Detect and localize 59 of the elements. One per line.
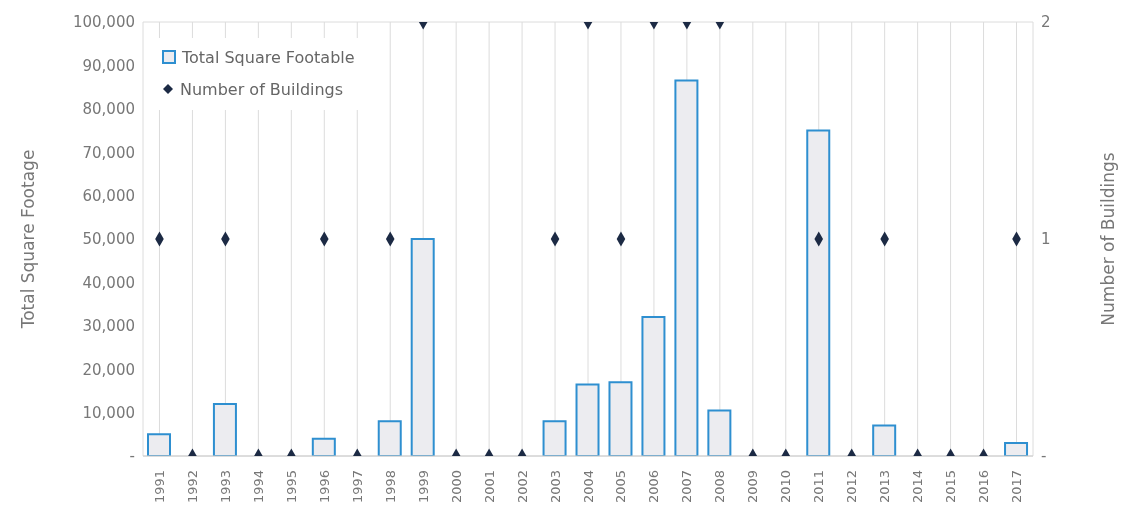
x-tick-label: 2010 <box>778 470 794 504</box>
bar <box>872 424 897 456</box>
x-tick-label: 2003 <box>547 470 563 504</box>
x-tick-label: 1999 <box>415 470 431 504</box>
x-tick-label: 2001 <box>481 470 497 504</box>
y-tick-label: 90,000 <box>82 56 135 75</box>
bar <box>311 437 336 456</box>
y-tick-label: 30,000 <box>82 317 135 336</box>
x-tick-label: 2012 <box>844 470 860 504</box>
bar <box>542 420 567 456</box>
x-tick-label: 1997 <box>349 470 365 504</box>
x-tick-label: 2013 <box>877 470 893 504</box>
x-tick-label: 1992 <box>184 470 200 504</box>
y-tick-label: 40,000 <box>82 273 135 292</box>
bar <box>641 316 666 456</box>
bar <box>212 402 237 456</box>
y-tick-label: 50,000 <box>82 230 135 249</box>
x-tick-label: 1998 <box>382 470 398 504</box>
y2-tick-label: 2 <box>1041 13 1051 32</box>
legend-label: Total Square Footable <box>181 47 355 69</box>
bar <box>707 409 732 456</box>
x-tick-label: 2011 <box>811 470 827 504</box>
y-tick-label: 20,000 <box>82 360 135 379</box>
y-tick-label: 80,000 <box>82 100 135 119</box>
y-tick-label: 10,000 <box>82 403 135 422</box>
x-tick-label: 1996 <box>316 470 332 504</box>
x-tick-label: 2007 <box>679 470 695 504</box>
x-tick-label: 2015 <box>943 470 959 504</box>
x-tick-label: 1994 <box>250 470 266 504</box>
bar <box>1004 441 1029 456</box>
legend-label: Number of Buildings <box>179 79 345 101</box>
bar <box>377 420 402 456</box>
y-tick-label: 70,000 <box>82 143 135 162</box>
bar <box>674 79 699 456</box>
bar <box>608 381 633 456</box>
y-tick-label: - <box>129 447 135 466</box>
x-tick-label: 2005 <box>613 470 629 504</box>
x-tick-label: 1993 <box>217 470 233 504</box>
x-tick-label: 2008 <box>712 470 728 504</box>
bar <box>575 383 600 456</box>
x-tick-label: 2016 <box>976 470 992 504</box>
x-tick-label: 2002 <box>514 470 530 504</box>
bar <box>147 433 171 456</box>
x-tick-label: 1995 <box>283 470 299 504</box>
y2-tick-label: - <box>1041 447 1047 466</box>
x-tick-label: 2006 <box>646 470 662 504</box>
y-tick-label: 100,000 <box>72 13 135 32</box>
bar <box>806 129 831 456</box>
x-tick-label: 2000 <box>448 470 464 504</box>
y2-axis-title: Number of Buildings <box>1098 152 1119 326</box>
x-tick-label: 2014 <box>910 470 926 504</box>
y2-tick-label: 1 <box>1041 230 1051 249</box>
x-tick-label: 2004 <box>580 470 596 504</box>
x-tick-label: 2009 <box>745 470 761 504</box>
y-axis-title: Total Square Footage <box>18 149 39 330</box>
bar <box>410 238 435 456</box>
x-tick-label: 1991 <box>151 470 167 504</box>
x-tick-label: 2017 <box>1009 470 1025 504</box>
y-tick-label: 60,000 <box>82 186 135 205</box>
